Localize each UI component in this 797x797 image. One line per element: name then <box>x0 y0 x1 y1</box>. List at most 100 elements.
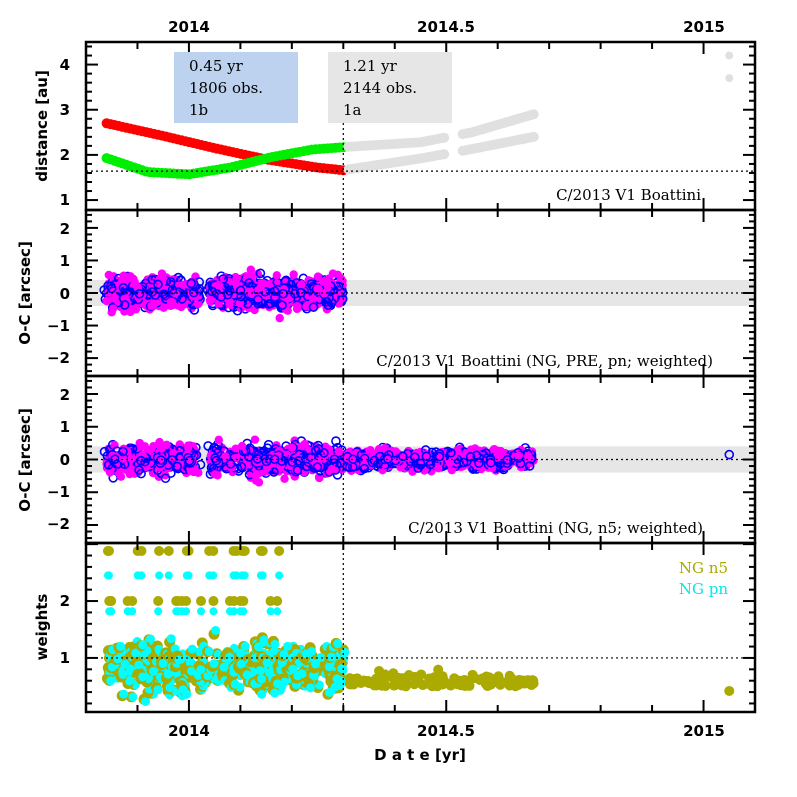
weight-point-pn <box>187 644 197 654</box>
oc-point-open <box>359 463 370 474</box>
weight-point-n5 <box>416 669 427 680</box>
oc-point-open <box>153 279 163 290</box>
oc-point-filled <box>251 471 260 480</box>
weight-point-pn <box>280 677 290 687</box>
curve-point <box>439 132 450 143</box>
curve-point <box>528 109 539 120</box>
oc-point-filled <box>125 304 134 314</box>
weight-point-n5 <box>524 676 535 687</box>
arc-box-pre-line: 0.45 yr <box>189 57 244 75</box>
oc-point-filled <box>110 294 119 303</box>
weight-point-n5 <box>423 678 434 689</box>
oc-point-open <box>331 436 341 446</box>
oc-point-open <box>416 458 426 469</box>
legend-pn: NG pn <box>679 580 728 598</box>
oc-point-filled <box>116 472 126 481</box>
oc-point-filled <box>214 281 224 290</box>
arc-box-pre-line: 1b <box>189 101 208 119</box>
weight-point-pn <box>330 682 340 692</box>
weight-point-n5 <box>373 678 384 689</box>
oc-point-open <box>269 467 279 477</box>
weight-point-pn <box>154 607 163 616</box>
weight-point-pn <box>107 607 116 616</box>
y-axis-title-oc: O-C [arcsec] <box>16 408 34 512</box>
oc-point-filled <box>166 297 176 307</box>
weight-point-pn <box>209 607 218 616</box>
weight-point-n5 <box>176 596 187 607</box>
oc-point-open <box>425 459 436 470</box>
weight-point-n5 <box>349 675 360 686</box>
weight-point-pn <box>273 679 283 689</box>
weight-point-n5 <box>153 596 164 607</box>
weight-point-pn <box>255 666 265 676</box>
weight-point-pn <box>119 689 129 699</box>
weight-point-pn <box>324 662 334 672</box>
oc-point-open <box>383 454 393 464</box>
panel-frame <box>84 541 757 714</box>
weight-point-pn <box>197 607 206 616</box>
weight-point-pn <box>194 647 204 657</box>
oc-point-open <box>211 455 222 466</box>
x-tick-label: 2015 <box>683 722 725 740</box>
weight-point-pn <box>324 687 334 697</box>
x-tick-label: 2014.5 <box>417 722 475 740</box>
oc-point-open <box>269 286 280 297</box>
oc-point-open <box>253 294 263 305</box>
y-tick-label: −2 <box>47 515 70 533</box>
oc-point-filled <box>237 441 247 451</box>
weight-point-n5 <box>497 677 508 688</box>
oc-point-open <box>99 285 109 295</box>
weight-point-pn <box>236 648 246 658</box>
oc-point-filled <box>108 304 118 313</box>
weight-point-pn <box>149 666 159 676</box>
weight-point-pn <box>204 646 214 656</box>
weight-point-pn <box>120 659 130 669</box>
weight-point-pn <box>236 607 245 616</box>
oc-point-filled <box>327 464 337 474</box>
oc-point-open <box>308 302 319 312</box>
x-axis-title: D a t e [yr] <box>374 746 466 764</box>
oc-point-filled <box>302 302 311 311</box>
weight-point-pn <box>256 571 265 580</box>
y-tick-label: 0 <box>60 451 70 469</box>
weight-point-pn <box>164 571 173 580</box>
y-tick-label: 2 <box>60 386 70 404</box>
weight-point-n5 <box>196 596 207 607</box>
oc-point-filled <box>118 454 128 463</box>
oc-point-open <box>186 278 196 289</box>
oc-point-filled <box>297 280 306 290</box>
oc-point-open <box>184 455 195 466</box>
oc-point-open <box>290 288 300 299</box>
weight-point-pn <box>128 692 138 702</box>
oc-point-open <box>421 451 432 462</box>
weight-point-pn <box>211 625 221 635</box>
weight-point-pn <box>124 676 134 686</box>
oc-point-filled <box>496 446 506 456</box>
oc-point-open <box>172 461 183 472</box>
weight-point-pn <box>293 671 303 681</box>
oc-point-filled <box>328 269 338 278</box>
oc-point-filled <box>221 452 230 461</box>
oc-point-filled <box>104 270 114 280</box>
oc-point-open <box>320 297 331 307</box>
weight-point-n5 <box>456 680 467 691</box>
oc-point-open <box>524 461 535 471</box>
weight-point-pn <box>275 571 284 580</box>
weight-point-pn <box>316 653 326 663</box>
weight-point-pn <box>340 647 350 657</box>
oc-point-filled <box>313 272 323 281</box>
oc-point-open <box>160 473 171 484</box>
weight-point-pn <box>326 652 336 662</box>
weight-point-pn <box>262 658 272 668</box>
weight-point-pn <box>116 641 126 651</box>
oc-point-open <box>301 461 312 472</box>
oc-point-open <box>342 461 353 472</box>
x-tick-label: 2014 <box>168 722 210 740</box>
y-tick-label: 2 <box>60 146 70 164</box>
oc-point-open <box>177 294 187 304</box>
reference-lines <box>86 123 755 712</box>
arc-box-all-line: 1.21 yr <box>343 57 398 75</box>
oc-point-filled <box>320 289 329 298</box>
oc-point-filled <box>123 274 133 283</box>
oc-point-filled <box>157 444 166 453</box>
